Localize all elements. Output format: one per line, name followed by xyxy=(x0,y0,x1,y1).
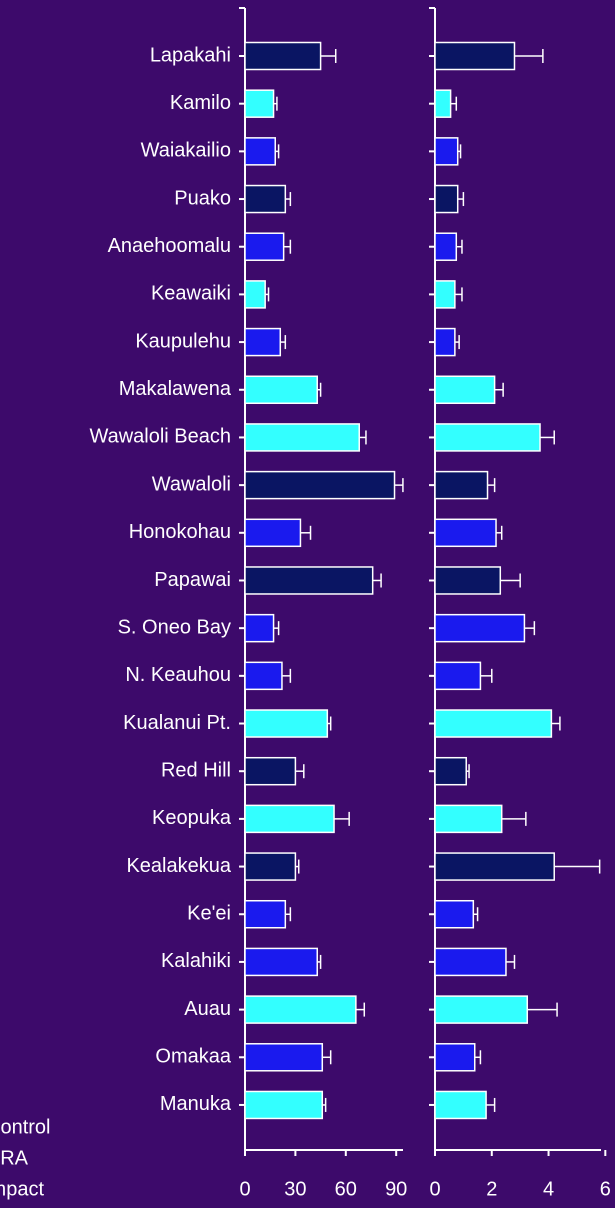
y-tick-label: Kualanui Pt. xyxy=(123,712,231,734)
bar xyxy=(434,470,489,500)
bar xyxy=(434,327,456,357)
y-tick-label: Kaupulehu xyxy=(135,330,231,352)
y-tick-label: Puako xyxy=(174,187,231,209)
bar xyxy=(244,661,283,691)
bar xyxy=(244,995,357,1024)
bar xyxy=(244,709,329,738)
bar xyxy=(244,756,297,786)
y-tick-label: Keawaiki xyxy=(151,283,231,305)
legend-label: Control xyxy=(0,1116,50,1138)
y-tick-label: Ke'ei xyxy=(187,903,231,925)
bar xyxy=(434,137,459,166)
bar xyxy=(434,518,497,548)
bar xyxy=(244,41,322,71)
bar xyxy=(434,661,482,691)
bar xyxy=(434,41,516,71)
bar xyxy=(434,804,503,834)
legend-label: Impact xyxy=(0,1178,44,1200)
bar xyxy=(244,423,360,452)
bar xyxy=(434,613,526,643)
y-tick-label: Makalawena xyxy=(119,378,232,400)
bar xyxy=(244,184,287,214)
y-tick-label: Kamilo xyxy=(170,92,231,114)
y-tick-label: Honokohau xyxy=(129,521,231,543)
bar xyxy=(244,613,275,643)
x-tick-label: 2 xyxy=(486,1178,497,1200)
bar xyxy=(434,89,452,118)
bar xyxy=(434,280,456,309)
bar xyxy=(244,327,282,357)
bar xyxy=(244,566,374,595)
bar xyxy=(434,566,502,595)
y-tick-label: N. Keauhou xyxy=(125,664,231,686)
bar xyxy=(244,947,318,977)
bar xyxy=(244,852,297,881)
bar xyxy=(244,1090,324,1120)
bar xyxy=(434,852,555,881)
bar xyxy=(434,899,475,929)
bar xyxy=(434,947,507,977)
x-tick-label: 60 xyxy=(335,1178,357,1200)
y-tick-label: Wawaloli Beach xyxy=(89,426,231,448)
bar xyxy=(434,1043,476,1072)
y-tick-label: Red Hill xyxy=(161,759,231,781)
bar xyxy=(244,137,276,166)
y-tick-label: Kalahiki xyxy=(161,950,231,972)
bar xyxy=(434,995,529,1024)
x-tick-label: 30 xyxy=(284,1178,306,1200)
bar xyxy=(244,280,266,309)
x-tick-label: 4 xyxy=(543,1178,554,1200)
bar xyxy=(244,470,396,500)
y-tick-label: Waiakailio xyxy=(141,140,231,162)
x-tick-label: 0 xyxy=(239,1178,250,1200)
y-tick-label: Manuka xyxy=(160,1093,232,1115)
y-tick-label: Wawaloli xyxy=(152,473,231,495)
y-tick-label: Anaehoomalu xyxy=(108,235,231,257)
legend-label: FRA xyxy=(0,1147,29,1169)
bar xyxy=(244,804,335,834)
bar xyxy=(244,375,318,405)
bar xyxy=(244,89,275,118)
x-tick-label: 0 xyxy=(429,1178,440,1200)
x-tick-label: 6 xyxy=(600,1178,611,1200)
bar xyxy=(434,232,458,261)
y-tick-label: Papawai xyxy=(154,569,231,591)
bar xyxy=(244,899,287,929)
bar xyxy=(244,1043,324,1072)
y-tick-label: S. Oneo Bay xyxy=(118,616,231,638)
y-tick-label: Kealakekua xyxy=(126,855,231,877)
y-tick-label: Auau xyxy=(184,998,231,1020)
bar xyxy=(434,375,496,405)
y-tick-label: Omakaa xyxy=(155,1046,231,1068)
bar xyxy=(434,184,459,214)
bar xyxy=(434,1090,487,1120)
bar xyxy=(434,756,467,786)
bar xyxy=(244,232,285,261)
y-tick-label: Lapakahi xyxy=(150,44,231,66)
bar xyxy=(434,709,553,738)
bar xyxy=(244,518,302,548)
y-tick-label: Keopuka xyxy=(152,807,232,829)
x-tick-label: 90 xyxy=(385,1178,407,1200)
bar xyxy=(434,423,541,452)
